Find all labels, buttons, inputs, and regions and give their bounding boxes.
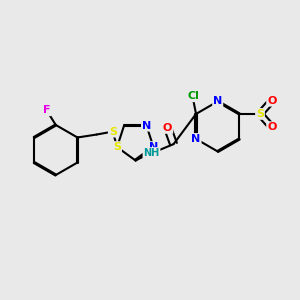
Text: O: O [267, 96, 277, 106]
Text: NH: NH [143, 148, 160, 158]
Text: S: S [109, 127, 117, 136]
Text: N: N [191, 134, 201, 144]
Text: N: N [213, 96, 222, 106]
Text: O: O [163, 123, 172, 133]
Text: O: O [267, 122, 277, 132]
Text: S: S [113, 142, 121, 152]
Text: F: F [43, 105, 51, 115]
Text: N: N [149, 142, 158, 152]
Text: N: N [142, 121, 151, 131]
Text: S: S [256, 109, 264, 119]
Text: Cl: Cl [187, 91, 199, 101]
